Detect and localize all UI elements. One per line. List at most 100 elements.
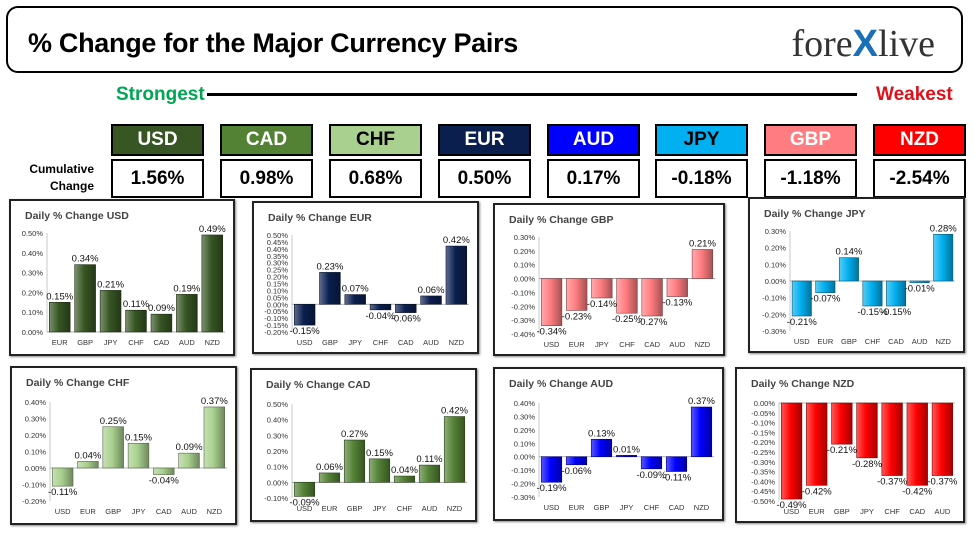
y-tick-label: 0.40% [267, 416, 289, 425]
bar [881, 402, 903, 476]
bar [393, 475, 416, 483]
y-tick-label: -0.40% [751, 477, 775, 486]
y-tick-label: -0.15% [751, 428, 775, 437]
bar [293, 482, 316, 497]
tile-currency: NZD [873, 124, 966, 156]
chart-panel-1: Daily % Change EUR -0.20% -0.15% -0.10% -0.0… [252, 201, 479, 354]
x-tick-label: JPY [132, 507, 146, 516]
data-label: 0.11% [123, 299, 150, 310]
data-label: 0.06% [418, 285, 445, 296]
bar [395, 303, 417, 313]
x-tick-label: JPY [620, 503, 634, 512]
y-tick-label: 0.30% [22, 269, 44, 278]
y-tick-label: 0.20% [22, 288, 44, 297]
y-tick-label: 0.30% [514, 412, 536, 421]
data-label: -0.27% [637, 317, 668, 328]
bar [201, 234, 224, 333]
x-tick-label: CAD [156, 507, 172, 516]
data-label: 0.37% [201, 396, 228, 407]
bar [565, 456, 588, 466]
daily-change-chart: Daily % Change CHF -0.20% -0.10% 0.00% 0.10%… [22, 377, 228, 516]
tile-cad: CAD 0.98% [220, 124, 313, 200]
x-tick-label: CAD [888, 337, 904, 346]
bar [293, 303, 316, 326]
x-tick-label: CAD [398, 338, 414, 347]
bar [48, 302, 71, 333]
data-label: -0.07% [810, 294, 841, 305]
chart-panel-3: Daily % Change JPY -0.30% -0.20% -0.10% 0.00… [748, 197, 965, 353]
bar [590, 438, 613, 458]
x-tick-label: USD [784, 507, 800, 516]
y-tick-label: -0.20% [511, 480, 535, 489]
y-tick-label: -0.10% [511, 466, 535, 475]
data-label: 0.23% [316, 261, 343, 272]
data-label: -0.28% [852, 459, 883, 470]
x-tick-label: EUR [322, 504, 338, 513]
x-tick-label: CAD [154, 338, 170, 347]
chart-panel-7: Daily % Change NZD -0.50% -0.45% -0.40% -0.3… [735, 367, 965, 523]
logo-text-left: fore [791, 23, 853, 65]
x-tick-label: CHF [373, 338, 389, 347]
forexlive-logo: foreXlive [791, 22, 935, 66]
y-tick-label: -0.40% [511, 330, 535, 339]
x-tick-label: JPY [595, 340, 609, 349]
bar [178, 452, 200, 469]
y-tick-label: 0.30% [267, 259, 289, 268]
x-tick-label: CHF [397, 504, 413, 513]
data-label: 0.15% [366, 448, 393, 459]
y-tick-label: -0.15% [264, 321, 288, 330]
tile-currency: CAD [220, 124, 313, 156]
data-label: 0.15% [125, 432, 152, 443]
x-tick-label: AUD [179, 338, 195, 347]
data-label: -0.06% [391, 314, 422, 325]
x-tick-label: USD [544, 340, 560, 349]
x-tick-label: USD [55, 507, 71, 516]
y-tick-label: 0.00% [25, 464, 47, 473]
bar [856, 402, 878, 459]
y-tick-label: 0.00% [754, 399, 776, 408]
x-tick-label: GBP [105, 507, 121, 516]
bar [51, 467, 74, 487]
x-tick-label: GBP [347, 504, 363, 513]
y-tick-label: 0.10% [22, 308, 44, 317]
chart-title: Daily % Change NZD [751, 378, 855, 390]
y-tick-label: 0.50% [267, 231, 289, 240]
bar [445, 245, 468, 305]
bar [153, 467, 175, 475]
strongest-label: Strongest [116, 84, 205, 105]
chart-title: Daily % Change CAD [266, 379, 371, 391]
chart-panel-5: Daily % Change CAD -0.10% 0.00% 0.10% 0.20% 0… [250, 368, 477, 522]
bar [838, 257, 859, 282]
y-tick-label: 0.00% [514, 275, 536, 284]
y-tick-label: -0.30% [511, 316, 535, 325]
bar [665, 456, 688, 472]
tile-cumulative-value: -0.18% [655, 159, 748, 198]
tile-nzd: NZD -2.54% [873, 124, 966, 200]
daily-change-chart: Daily % Change JPY -0.30% -0.20% -0.10% 0.00… [762, 208, 957, 346]
y-tick-label: 0.40% [267, 245, 289, 254]
x-tick-label: NZD [447, 504, 463, 513]
chart-title: Daily % Change JPY [764, 208, 866, 220]
y-tick-label: -0.10% [511, 288, 535, 297]
x-tick-label: NZD [207, 507, 223, 516]
bar [176, 294, 198, 333]
bar [540, 456, 563, 483]
y-tick-label: 0.20% [514, 426, 536, 435]
tile-cumulative-value: 0.68% [329, 159, 422, 198]
chart-panel-0: Daily % Change USD 0.00% 0.10% 0.20% 0.30% 0.… [9, 199, 235, 356]
x-tick-label: NZD [695, 340, 711, 349]
data-label: -0.21% [787, 317, 818, 328]
y-tick-label: -0.10% [264, 494, 288, 503]
bar [102, 426, 124, 469]
bar [806, 402, 828, 486]
chart-title: Daily % Change EUR [268, 212, 372, 224]
bar [666, 278, 688, 297]
data-label: -0.01% [905, 284, 936, 295]
x-tick-label: CHF [884, 507, 900, 516]
tile-cumulative-value: 0.17% [547, 159, 640, 198]
data-label: 0.49% [199, 224, 226, 235]
logo-text-right: live [878, 23, 935, 65]
y-tick-label: 0.10% [514, 439, 536, 448]
y-tick-label: 0.15% [267, 280, 289, 289]
bar [862, 280, 883, 307]
